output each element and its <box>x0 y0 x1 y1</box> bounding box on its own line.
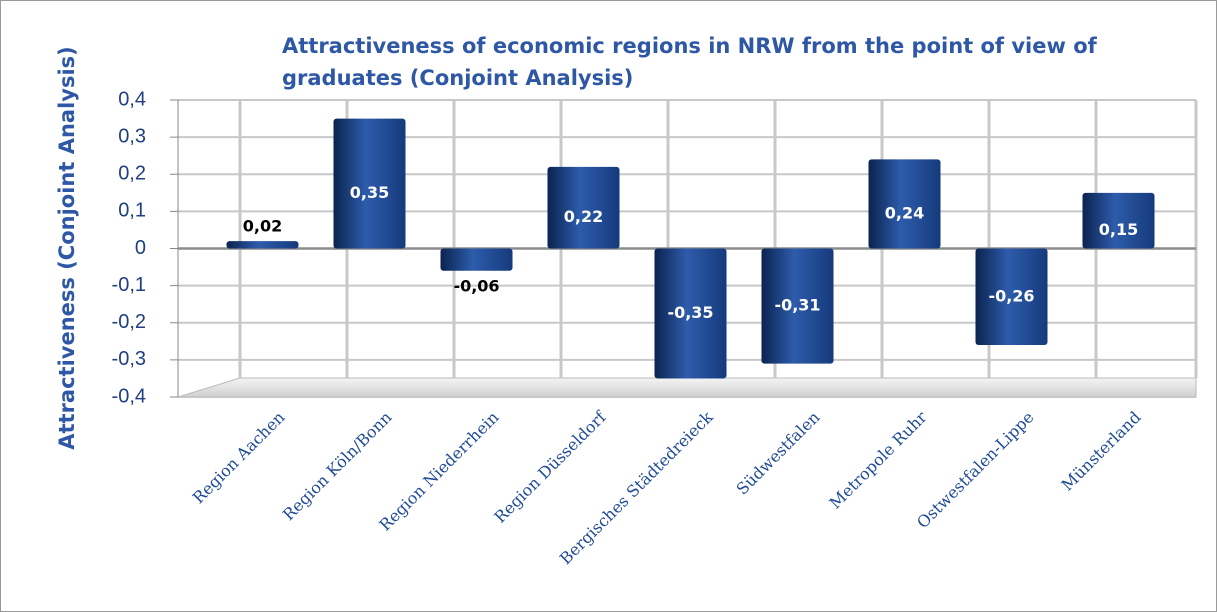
x-tick-label: Region Aachen <box>189 408 289 508</box>
y-tick-label: 0,3 <box>118 125 146 147</box>
x-tick-label: Ostwestfalen-Lippe <box>913 408 1037 532</box>
y-tick-label: -0,1 <box>112 274 146 296</box>
bar <box>440 248 513 271</box>
x-tick-label: Münsterland <box>1058 408 1145 495</box>
y-tick-label: 0,4 <box>118 88 146 110</box>
x-tick-label: Südwestfalen <box>733 408 824 499</box>
data-label: 0,15 <box>1099 220 1138 239</box>
bar <box>654 248 727 379</box>
x-tick-label: Region Köln/Bonn <box>279 408 396 525</box>
data-label: -0,35 <box>667 303 713 322</box>
data-label: 0,35 <box>350 183 389 202</box>
x-tick-label: Region Düsseldorf <box>490 407 610 527</box>
y-tick-label: 0,1 <box>118 200 146 222</box>
floor <box>177 377 1197 398</box>
data-label: 0,22 <box>564 207 603 226</box>
bar <box>547 166 620 249</box>
bar <box>761 248 834 364</box>
chart-title: Attractiveness of economic regions in NR… <box>282 34 1097 90</box>
y-tick-label: -0,4 <box>112 385 146 407</box>
bar <box>975 248 1048 346</box>
data-label: -0,06 <box>453 276 499 295</box>
bar <box>333 118 406 249</box>
y-tick-label: -0,2 <box>112 311 146 333</box>
bar <box>868 159 941 249</box>
y-axis-label: Attractiveness (Conjoint Analysis) <box>55 46 79 450</box>
data-label: 0,24 <box>885 203 924 222</box>
bar <box>226 241 299 249</box>
bar <box>1082 192 1155 249</box>
y-tick-label: 0,2 <box>118 163 146 185</box>
y-tick-label: -0,3 <box>112 348 146 370</box>
y-tick-label: 0 <box>135 237 146 259</box>
data-label: -0,31 <box>774 296 820 315</box>
data-label: 0,02 <box>243 217 282 236</box>
x-tick-label: Metropole Ruhr <box>826 407 931 512</box>
data-label: -0,26 <box>988 286 1034 305</box>
x-tick-label: Region Niederrhein <box>375 408 502 535</box>
